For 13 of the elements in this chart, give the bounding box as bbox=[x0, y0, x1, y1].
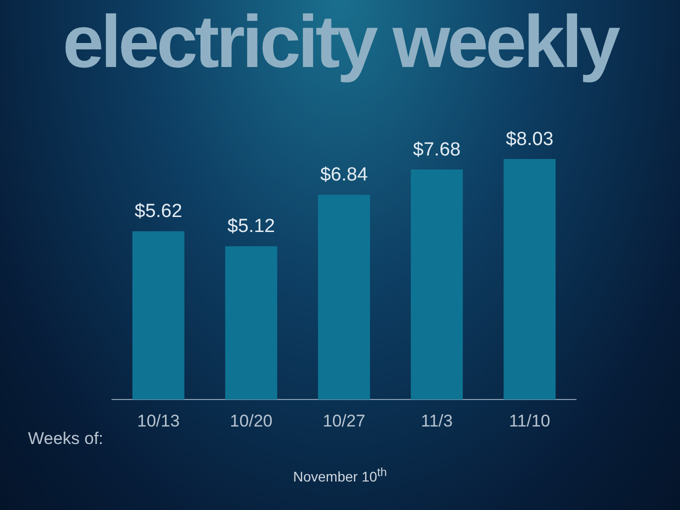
data-label: $5.12 bbox=[227, 216, 275, 237]
x-tick-label: 11/3 bbox=[420, 411, 453, 430]
x-axis-title: Weeks of: bbox=[28, 429, 104, 449]
chart-title: electricity weekly bbox=[62, 0, 620, 83]
data-label: $5.62 bbox=[134, 200, 182, 222]
data-label: $6.84 bbox=[320, 164, 368, 186]
x-tick-label: 10/27 bbox=[322, 411, 366, 430]
data-label: $7.68 bbox=[413, 139, 461, 160]
x-tick-label: 11/10 bbox=[508, 411, 550, 430]
x-tick-label: 10/13 bbox=[137, 411, 180, 430]
text: November 10$^{th}$ bbox=[292, 466, 388, 485]
x-tick-label: 10/20 bbox=[230, 411, 272, 430]
data-label: $8.03 bbox=[506, 128, 554, 150]
